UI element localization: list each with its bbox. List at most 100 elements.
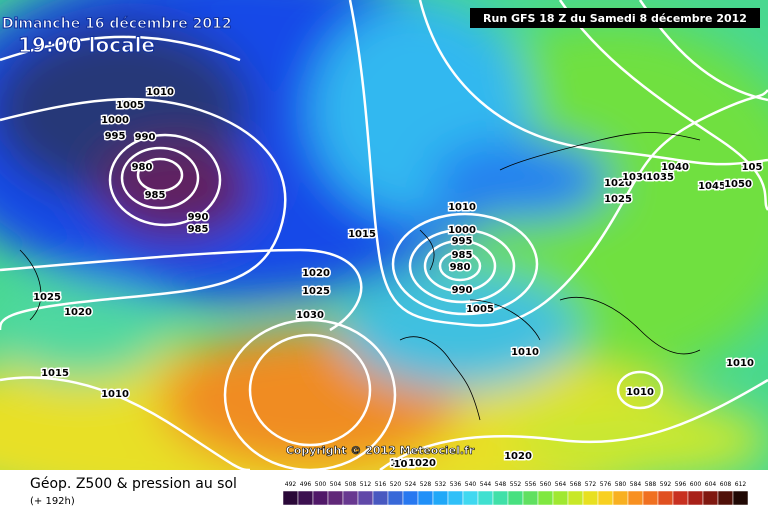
legend-swatch (582, 490, 599, 506)
isobar-label: 985 (145, 190, 166, 201)
legend-label: 556 (525, 481, 537, 488)
coastlines (19, 132, 701, 421)
isobar-label: 1025 (302, 286, 330, 297)
legend-label: 500 (315, 481, 327, 488)
isobar-label: 1000 (448, 225, 476, 236)
legend-label: 604 (705, 481, 717, 488)
legend-swatch (552, 490, 569, 506)
legend-label: 588 (645, 481, 657, 488)
isobar-label: 1005 (116, 100, 144, 111)
time: 19:00 locale (18, 33, 155, 57)
isobar-label: 980 (132, 162, 153, 173)
isobar-label: 1030 (622, 172, 650, 183)
legend-label: 536 (450, 481, 462, 488)
isobars (0, 0, 768, 447)
legend-swatch (657, 490, 674, 506)
isobar-label: 1015 (41, 368, 69, 379)
legend-swatch (357, 490, 374, 506)
legend-label: 512 (360, 481, 372, 488)
isobar-label: 101 (394, 459, 415, 470)
footer-title: Géop. Z500 & pression au sol (30, 476, 237, 492)
legend-swatch (387, 490, 404, 506)
legend-label: 508 (345, 481, 357, 488)
legend-swatch (282, 490, 299, 506)
legend-swatch (477, 490, 494, 506)
legend-swatch (522, 490, 539, 506)
legend-label: 596 (675, 481, 687, 488)
isobar-label: 985 (188, 224, 209, 235)
isobar-label: 1005 (466, 304, 494, 315)
isobar-label: 1040 (661, 162, 689, 173)
legend-swatch (597, 490, 614, 506)
isobar-label: 1045 (698, 181, 726, 192)
run: Run GFS 18 Z du Samedi 8 décembre 2012 (483, 12, 747, 25)
legend-label: 576 (600, 481, 612, 488)
legend-swatch (372, 490, 389, 506)
isobar-label: 995 (452, 236, 473, 247)
isobar-label: 1010 (146, 87, 174, 98)
isobar-label: 1010 (101, 389, 129, 400)
isobar-label: 990 (135, 132, 156, 143)
legend: 492 496 500 504 508 512 516 520 524 528 532 536 540 5… (282, 481, 749, 506)
copyright: Copyright © 2012 Meteociel.fr (286, 444, 475, 457)
date: Dimanche 16 décembre 2012 (2, 16, 232, 32)
legend-label: 580 (615, 481, 627, 488)
isobar-label: 1000 (101, 115, 129, 126)
legend-label: 568 (570, 481, 582, 488)
legend-swatch (642, 490, 659, 506)
isobar-label: 985 (452, 250, 473, 261)
run-box (470, 8, 760, 28)
legend-label: 504 (330, 481, 342, 488)
legend-label: 496 (300, 481, 312, 488)
legend-label: 540 (465, 481, 477, 488)
isobar-label: 1020 (302, 268, 330, 279)
legend-swatch (327, 490, 344, 506)
legend-swatch (312, 490, 329, 506)
isobar-label: 1020 (390, 458, 418, 469)
footer-subtitle: (+ 192h) (30, 496, 75, 507)
legend-label: 528 (420, 481, 432, 488)
legend-swatch (732, 490, 749, 506)
legend-swatch (342, 490, 359, 506)
legend-swatch (447, 490, 464, 506)
legend-label: 560 (540, 481, 552, 488)
legend-label: 532 (435, 481, 447, 488)
legend-swatch (702, 490, 719, 506)
legend-swatch (297, 490, 314, 506)
isobar-label: 995 (105, 131, 126, 142)
isobar-label: 990 (188, 212, 209, 223)
legend-swatch (402, 490, 419, 506)
legend-label: 564 (555, 481, 567, 488)
legend-label: 524 (405, 481, 417, 488)
legend-swatch (672, 490, 689, 506)
isobar-label: 1020 (504, 451, 532, 462)
legend-swatch (507, 490, 524, 506)
legend-swatch (462, 490, 479, 506)
legend-label: 552 (510, 481, 522, 488)
isobar-label: 1020 (64, 307, 92, 318)
isobar-label: 1030 (296, 310, 324, 321)
isobar-label: 1010 (448, 202, 476, 213)
isobar-label: 1010 (726, 358, 754, 369)
legend-label: 584 (630, 481, 642, 488)
legend-label: 544 (480, 481, 492, 488)
legend-label: 548 (495, 481, 507, 488)
legend-label: 520 (390, 481, 402, 488)
isobar-label: 105 (742, 162, 763, 173)
isobar-label: 1025 (604, 194, 632, 205)
legend-swatch (492, 490, 509, 506)
legend-swatch (627, 490, 644, 506)
legend-swatch (717, 490, 734, 506)
legend-swatch (612, 490, 629, 506)
isobar-label: 980 (450, 262, 471, 273)
legend-label: 612 (735, 481, 747, 488)
legend-label: 492 (285, 481, 297, 488)
legend-label: 600 (690, 481, 702, 488)
legend-label: 592 (660, 481, 672, 488)
legend-swatch (687, 490, 704, 506)
legend-swatch (537, 490, 554, 506)
